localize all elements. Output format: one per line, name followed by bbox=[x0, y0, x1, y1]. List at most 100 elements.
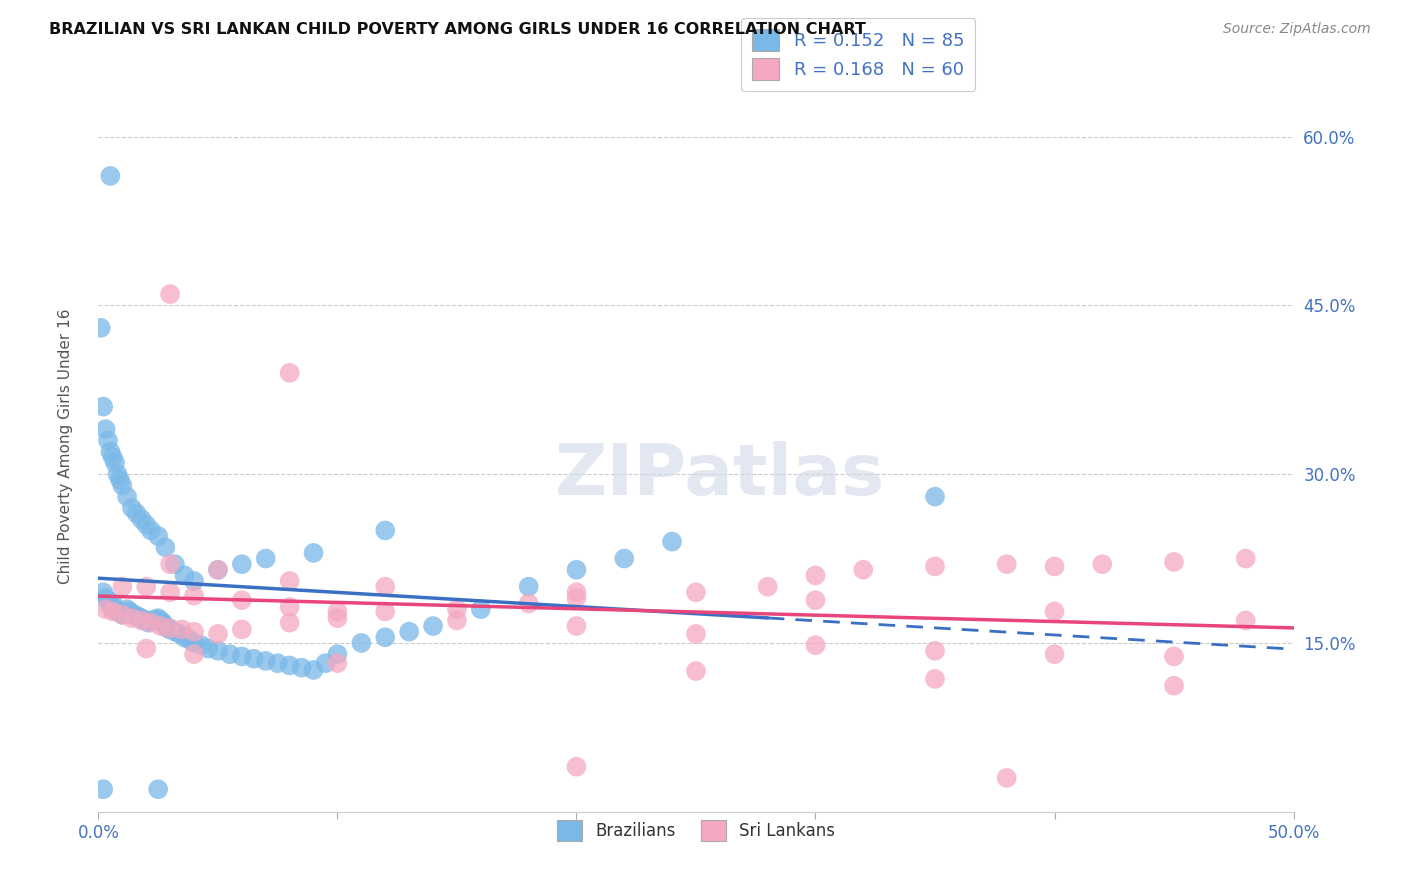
Point bbox=[138, 615, 160, 630]
Point bbox=[243, 651, 266, 665]
Point bbox=[107, 604, 129, 618]
Point bbox=[374, 580, 396, 594]
Point bbox=[111, 607, 134, 622]
Point bbox=[98, 599, 122, 613]
Point bbox=[108, 606, 131, 620]
Point bbox=[565, 619, 588, 633]
Point bbox=[132, 614, 155, 628]
Point bbox=[183, 647, 205, 661]
Point bbox=[104, 456, 127, 470]
Point bbox=[231, 557, 253, 571]
Point bbox=[350, 636, 373, 650]
Point bbox=[924, 644, 946, 658]
Point bbox=[111, 478, 134, 492]
Point bbox=[149, 619, 172, 633]
Point bbox=[422, 619, 444, 633]
Point bbox=[326, 647, 349, 661]
Point bbox=[565, 585, 588, 599]
Point bbox=[326, 656, 349, 670]
Point bbox=[267, 656, 290, 670]
Point bbox=[183, 574, 205, 588]
Point bbox=[374, 604, 396, 618]
Point bbox=[278, 599, 301, 614]
Point bbox=[173, 630, 195, 644]
Point bbox=[565, 760, 588, 774]
Point bbox=[135, 580, 157, 594]
Point bbox=[291, 661, 314, 675]
Point bbox=[90, 321, 112, 335]
Point bbox=[139, 614, 162, 628]
Point bbox=[115, 490, 138, 504]
Point bbox=[565, 563, 588, 577]
Point bbox=[169, 627, 191, 641]
Point bbox=[183, 624, 205, 639]
Point bbox=[1163, 679, 1185, 693]
Point bbox=[139, 615, 162, 630]
Point bbox=[179, 632, 201, 647]
Point bbox=[173, 568, 195, 582]
Point bbox=[108, 473, 131, 487]
Point bbox=[924, 672, 946, 686]
Y-axis label: Child Poverty Among Girls Under 16: Child Poverty Among Girls Under 16 bbox=[58, 309, 73, 583]
Point bbox=[207, 644, 229, 658]
Point bbox=[163, 624, 186, 639]
Point bbox=[94, 591, 117, 605]
Point bbox=[107, 467, 129, 482]
Point bbox=[155, 541, 177, 555]
Point bbox=[1043, 604, 1066, 618]
Point bbox=[159, 287, 181, 301]
Point bbox=[661, 534, 683, 549]
Point bbox=[148, 529, 170, 543]
Point bbox=[852, 563, 875, 577]
Point bbox=[995, 771, 1018, 785]
Point bbox=[924, 490, 946, 504]
Point bbox=[613, 551, 636, 566]
Point bbox=[159, 621, 181, 635]
Point bbox=[302, 546, 325, 560]
Point bbox=[804, 638, 827, 652]
Point bbox=[91, 585, 114, 599]
Point bbox=[254, 654, 277, 668]
Point bbox=[207, 627, 229, 641]
Point bbox=[1043, 647, 1066, 661]
Point bbox=[446, 602, 468, 616]
Point bbox=[139, 524, 162, 538]
Point bbox=[302, 663, 325, 677]
Point bbox=[97, 593, 120, 607]
Point bbox=[118, 604, 141, 618]
Point bbox=[101, 597, 124, 611]
Point bbox=[172, 623, 194, 637]
Point bbox=[104, 602, 127, 616]
Text: Source: ZipAtlas.com: Source: ZipAtlas.com bbox=[1223, 22, 1371, 37]
Point bbox=[685, 664, 707, 678]
Point bbox=[315, 656, 337, 670]
Point bbox=[756, 580, 779, 594]
Point bbox=[1234, 614, 1257, 628]
Point bbox=[804, 593, 827, 607]
Point bbox=[131, 512, 153, 526]
Point bbox=[159, 585, 181, 599]
Point bbox=[94, 602, 117, 616]
Point bbox=[159, 557, 181, 571]
Point bbox=[326, 604, 349, 618]
Point bbox=[125, 608, 148, 623]
Point bbox=[148, 782, 170, 797]
Point bbox=[98, 444, 122, 458]
Point bbox=[115, 602, 138, 616]
Point bbox=[565, 591, 588, 605]
Point bbox=[183, 636, 205, 650]
Point bbox=[111, 607, 134, 622]
Point bbox=[207, 563, 229, 577]
Point bbox=[155, 619, 177, 633]
Point bbox=[207, 563, 229, 577]
Point bbox=[114, 606, 136, 620]
Point bbox=[183, 589, 205, 603]
Point bbox=[278, 658, 301, 673]
Point bbox=[159, 623, 181, 637]
Point bbox=[517, 597, 540, 611]
Point bbox=[517, 580, 540, 594]
Point bbox=[446, 614, 468, 628]
Point bbox=[326, 611, 349, 625]
Point bbox=[685, 585, 707, 599]
Text: ZIPatlas: ZIPatlas bbox=[555, 441, 884, 509]
